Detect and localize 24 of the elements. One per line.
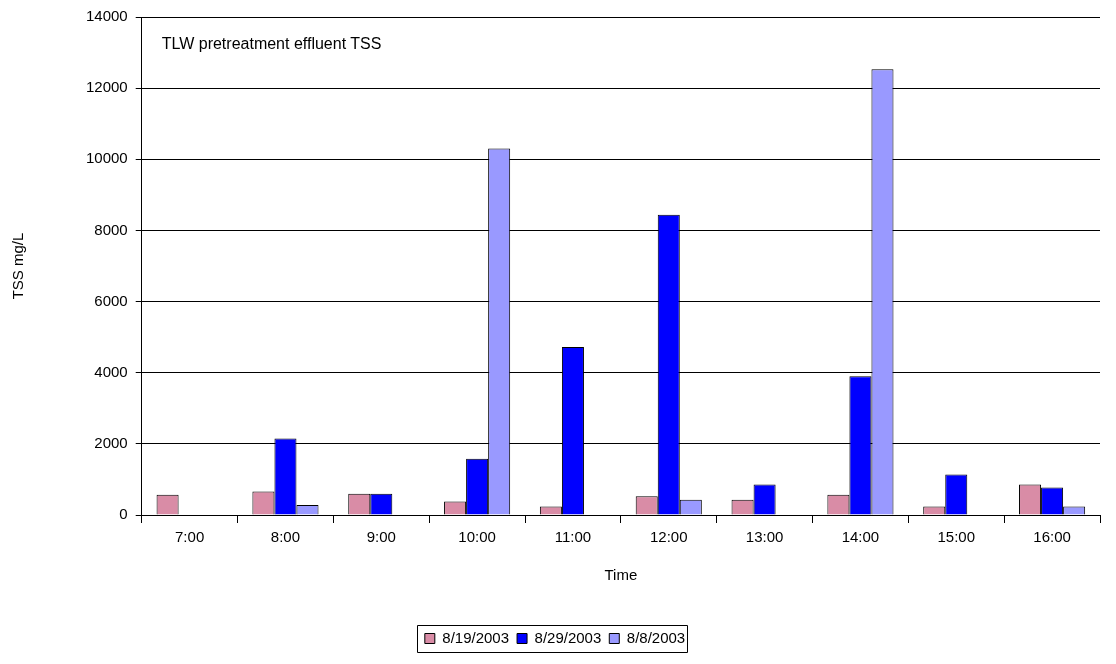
y-tick-label: 6000 bbox=[94, 291, 128, 309]
y-tick-label: 10000 bbox=[85, 149, 128, 167]
y-tick-label: 12000 bbox=[85, 78, 128, 96]
x-tick-label: 16:00 bbox=[1033, 528, 1071, 546]
x-tick-label: 7:00 bbox=[175, 528, 205, 546]
x-axis-title: Time bbox=[604, 566, 638, 584]
y-tick-label: 2000 bbox=[94, 434, 128, 451]
y-tick-label: 0 bbox=[119, 505, 128, 523]
x-tick-label: 9:00 bbox=[366, 528, 396, 546]
x-tick-label: 8:00 bbox=[270, 528, 301, 546]
y-tick-label: 8000 bbox=[94, 220, 128, 238]
y-tick-label: 4000 bbox=[94, 362, 128, 380]
x-tick-label: 15:00 bbox=[937, 528, 976, 546]
text: TLW pretreatment effluent TSS bbox=[161, 35, 382, 53]
x-tick-label: 10:00 bbox=[458, 528, 496, 546]
x-tick-label: 11:00 bbox=[554, 528, 592, 546]
legend-label: 8/19/2003 bbox=[442, 628, 510, 646]
x-tick-label: 12:00 bbox=[650, 528, 688, 546]
y-tick-label: 14000 bbox=[85, 7, 128, 25]
x-tick-label: 14:00 bbox=[841, 528, 880, 546]
legend-label: 8/8/2003 bbox=[626, 628, 686, 646]
legend-label: 8/29/2003 bbox=[534, 628, 602, 646]
x-tick-label: 13:00 bbox=[745, 528, 784, 546]
y-axis-title: TSS mg/L bbox=[9, 232, 27, 300]
